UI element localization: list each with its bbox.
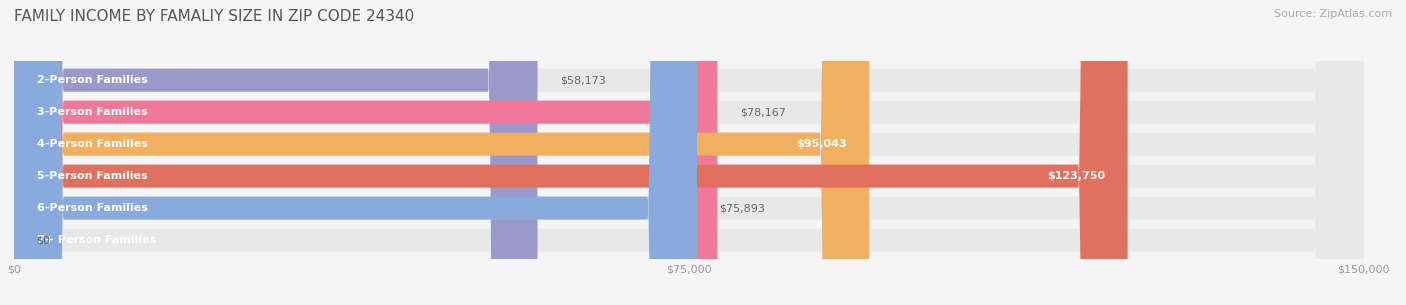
Text: 6-Person Families: 6-Person Families [37,203,148,213]
FancyBboxPatch shape [14,0,697,305]
Text: $0: $0 [37,235,51,245]
FancyBboxPatch shape [14,0,1364,305]
Text: $58,173: $58,173 [560,75,606,85]
Text: Source: ZipAtlas.com: Source: ZipAtlas.com [1274,9,1392,19]
Text: 3-Person Families: 3-Person Families [37,107,148,117]
FancyBboxPatch shape [14,0,1128,305]
FancyBboxPatch shape [14,0,1364,305]
Text: 4-Person Families: 4-Person Families [37,139,148,149]
Text: $78,167: $78,167 [740,107,786,117]
FancyBboxPatch shape [14,0,869,305]
FancyBboxPatch shape [14,0,537,305]
Text: $95,043: $95,043 [796,139,846,149]
Text: $75,893: $75,893 [720,203,765,213]
Text: 5-Person Families: 5-Person Families [37,171,148,181]
Text: FAMILY INCOME BY FAMALIY SIZE IN ZIP CODE 24340: FAMILY INCOME BY FAMALIY SIZE IN ZIP COD… [14,9,415,24]
FancyBboxPatch shape [14,0,1364,305]
FancyBboxPatch shape [14,0,1364,305]
Text: 7+ Person Families: 7+ Person Families [37,235,156,245]
FancyBboxPatch shape [14,0,1364,305]
Text: 2-Person Families: 2-Person Families [37,75,148,85]
FancyBboxPatch shape [14,0,1364,305]
FancyBboxPatch shape [14,0,717,305]
Text: $123,750: $123,750 [1047,171,1105,181]
